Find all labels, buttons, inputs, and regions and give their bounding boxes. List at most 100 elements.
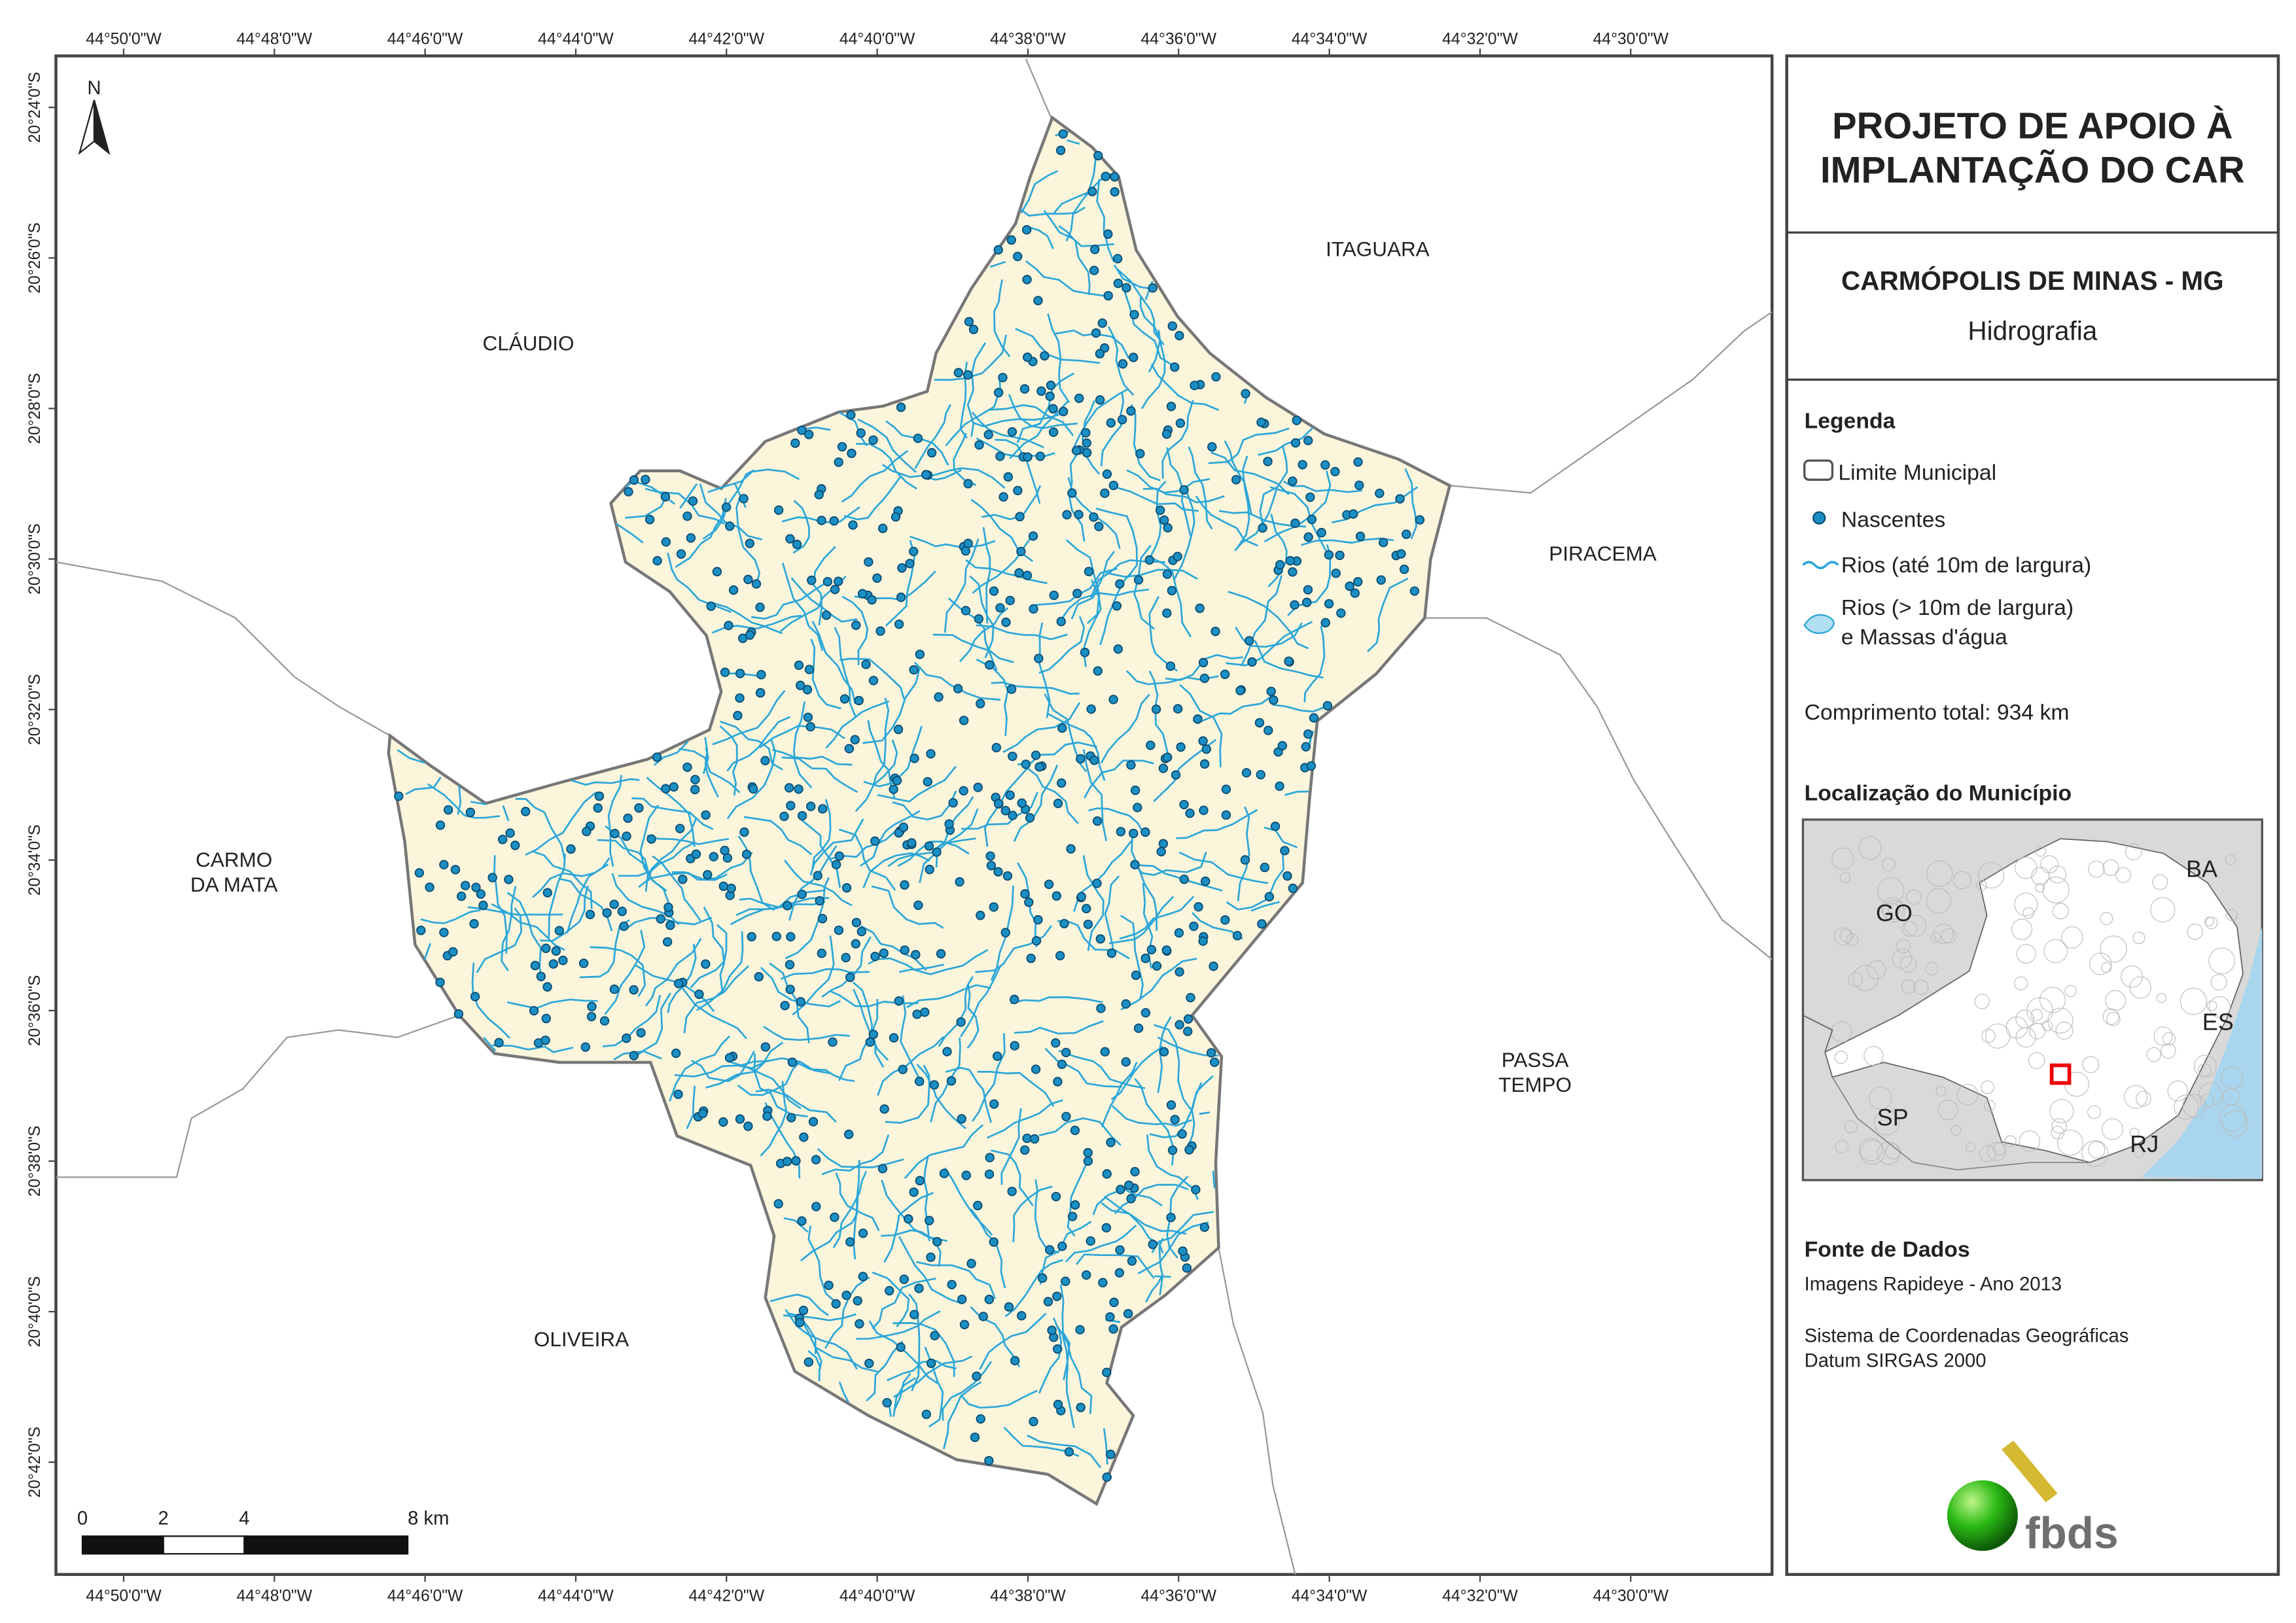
- inset-municipality: [1904, 915, 1927, 937]
- legend-symbol-spring: [1812, 511, 1826, 525]
- spring: [1402, 529, 1411, 539]
- spring: [1288, 567, 1298, 577]
- spring: [784, 783, 794, 793]
- inset-municipality: [1981, 1028, 1996, 1043]
- spring: [721, 502, 732, 512]
- spring: [709, 852, 718, 862]
- spring: [645, 515, 655, 525]
- inset-municipality: [2055, 1021, 2074, 1039]
- inset-municipality: [2208, 996, 2231, 1018]
- location-inset: GO BA ES SP RJ: [1801, 818, 2263, 1181]
- river: [979, 1312, 1047, 1370]
- river: [944, 1167, 993, 1236]
- spring: [1048, 404, 1058, 414]
- spring: [782, 1157, 792, 1166]
- spring: [831, 1299, 841, 1309]
- spring: [946, 1076, 957, 1086]
- river: [674, 1059, 769, 1077]
- spring: [1095, 395, 1105, 405]
- inset-municipality: [2129, 1128, 2140, 1138]
- inset-municipality: [1977, 862, 2005, 889]
- spring: [1033, 915, 1043, 925]
- spring: [1000, 805, 1010, 816]
- spring: [1052, 1291, 1062, 1301]
- spring: [1322, 701, 1333, 710]
- spring: [959, 716, 969, 725]
- river: [857, 418, 917, 474]
- spring: [504, 875, 514, 884]
- river: [973, 413, 1061, 428]
- spring: [1195, 603, 1205, 614]
- spring: [594, 791, 605, 801]
- spring: [450, 865, 461, 875]
- spring: [1209, 1057, 1220, 1067]
- spring: [1046, 380, 1056, 391]
- spring: [972, 1371, 981, 1381]
- spring: [1113, 279, 1123, 288]
- spring: [1166, 402, 1176, 411]
- spring: [1302, 597, 1312, 608]
- spring: [1129, 353, 1139, 362]
- river: [696, 931, 744, 1011]
- spring: [1086, 1236, 1095, 1246]
- river: [1108, 326, 1135, 396]
- spring: [622, 831, 631, 841]
- spring: [1211, 372, 1221, 382]
- river: [914, 661, 1001, 701]
- river: [764, 1102, 801, 1179]
- spring: [993, 799, 1004, 809]
- spring: [1162, 752, 1173, 762]
- spring: [1031, 936, 1042, 946]
- spring: [1275, 781, 1284, 792]
- spring: [1161, 429, 1172, 439]
- spring: [743, 574, 753, 584]
- spring: [1220, 669, 1230, 680]
- latitude-label: 20°42'0"S: [26, 1427, 44, 1498]
- spring: [1306, 761, 1316, 771]
- spring: [796, 997, 805, 1007]
- spring: [1320, 618, 1330, 628]
- spring: [799, 1132, 809, 1142]
- spring: [754, 971, 764, 982]
- river: [1404, 468, 1417, 540]
- spring: [1029, 604, 1038, 614]
- spring: [1133, 803, 1142, 812]
- inset-municipality: [2129, 976, 2152, 999]
- spring: [805, 801, 816, 811]
- spring: [1175, 418, 1186, 428]
- spring: [1121, 1057, 1131, 1067]
- spring: [521, 807, 531, 816]
- river: [910, 535, 996, 549]
- river: [1067, 139, 1080, 145]
- spring: [756, 670, 766, 680]
- inset-municipality: [2015, 856, 2038, 879]
- river: [1016, 372, 1074, 444]
- spring: [959, 1319, 970, 1330]
- spring: [995, 602, 1005, 613]
- river: [832, 1170, 868, 1249]
- logo-ball: [1947, 1480, 2018, 1551]
- river: [802, 1321, 879, 1373]
- river: [1038, 1117, 1122, 1146]
- spring: [813, 871, 822, 881]
- inset-municipality: [2035, 882, 2045, 893]
- spring: [804, 430, 814, 440]
- spring: [580, 1042, 591, 1052]
- spring: [706, 601, 716, 611]
- river: [1145, 1273, 1164, 1303]
- river: [792, 935, 835, 1016]
- river: [841, 595, 869, 665]
- total-length: Comprimento total: 934 km: [1805, 700, 2070, 725]
- river: [525, 791, 597, 856]
- river: [743, 816, 813, 856]
- spring: [1045, 1245, 1055, 1255]
- river: [1004, 1259, 1063, 1318]
- spring: [837, 442, 847, 452]
- spring: [834, 925, 844, 935]
- river: [790, 577, 858, 623]
- river: [995, 438, 1041, 504]
- river: [1367, 578, 1409, 653]
- spring: [724, 620, 733, 631]
- spring: [629, 475, 639, 485]
- river: [1053, 159, 1097, 214]
